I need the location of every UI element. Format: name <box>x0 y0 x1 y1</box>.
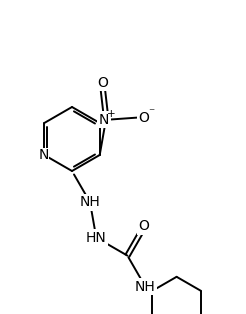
Text: O: O <box>138 111 149 125</box>
Text: O: O <box>138 219 149 233</box>
Text: +: + <box>107 109 115 119</box>
Text: N: N <box>99 112 109 127</box>
Text: NH: NH <box>80 195 100 209</box>
Text: HN: HN <box>86 230 107 245</box>
Text: NH: NH <box>135 280 156 294</box>
Text: ⁻: ⁻ <box>148 106 154 119</box>
Text: N: N <box>39 148 49 162</box>
Text: O: O <box>97 76 108 89</box>
